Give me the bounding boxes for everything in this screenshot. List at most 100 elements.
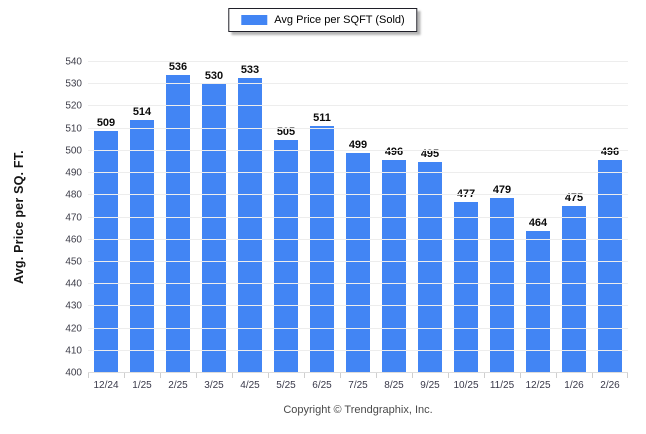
x-tick-label: 12/25	[525, 380, 551, 391]
gridline	[88, 61, 628, 62]
gridline	[88, 172, 628, 174]
bar-6/25	[310, 126, 334, 373]
y-tick-label: 500	[65, 145, 82, 157]
bar-11/25	[490, 198, 514, 373]
plot-area: 509 514 536 530 533 505 511 499 496 495 477 479 464 4…	[88, 61, 628, 373]
bar-value-label: 505	[276, 126, 296, 138]
x-tick-label: 4/25	[240, 380, 260, 391]
x-tick-label: 5/25	[276, 380, 296, 391]
gridline	[88, 127, 628, 129]
x-tick	[340, 373, 341, 378]
bar-1/26	[562, 206, 586, 373]
y-tick-label: 510	[65, 123, 82, 135]
bar-slot: 496	[592, 62, 628, 373]
y-tick-label: 460	[65, 234, 82, 246]
x-tick-label: 1/25	[132, 380, 152, 391]
x-tick	[375, 373, 377, 378]
x-tick-label: 1/26	[564, 380, 584, 391]
x-tick	[196, 373, 197, 378]
x-axis-ticks	[88, 373, 628, 378]
bar-5/25	[274, 140, 298, 373]
bar-slot: 530	[196, 62, 232, 373]
bar-7/25	[346, 153, 370, 373]
bar-2/25	[166, 75, 190, 373]
legend-label: Avg Price per SQFT (Sold)	[274, 14, 405, 26]
copyright-text: Copyright © Trendgraphix, Inc.	[283, 404, 433, 416]
y-tick-label: 470	[65, 212, 82, 223]
y-tick-label: 450	[65, 256, 82, 268]
bar-value-label: 509	[96, 117, 116, 129]
x-tick-label: 2/25	[168, 380, 188, 391]
x-tick	[592, 373, 593, 378]
gridline	[88, 194, 628, 196]
y-tick-label: 400	[65, 367, 82, 379]
bar-8/25	[382, 160, 406, 373]
gridline	[88, 105, 628, 107]
bar-value-label: 514	[132, 106, 152, 118]
x-tick-label: 12/24	[93, 380, 119, 391]
bar-12/25	[526, 231, 550, 373]
bar-10/25	[454, 202, 478, 373]
bar-slot: 475	[556, 62, 592, 373]
y-tick-label: 540	[65, 56, 82, 68]
bar-slot: 514	[124, 62, 160, 373]
y-axis-title: Avg. Price per SQ. FT.	[12, 150, 26, 285]
bar-slot: 536	[160, 62, 196, 373]
gridline	[88, 327, 628, 329]
y-tick-label: 520	[65, 100, 82, 112]
bar-slot: 479	[484, 62, 520, 373]
bar-value-label: 496	[384, 146, 404, 158]
bar-slot: 496	[376, 62, 412, 373]
bar-value-label: 496	[600, 146, 620, 158]
x-tick-label: 11/25	[489, 380, 515, 391]
x-tick	[231, 373, 233, 378]
bar-slot: 533	[232, 62, 268, 373]
x-tick-label: 10/25	[453, 380, 479, 391]
gridline	[88, 238, 628, 240]
bar-value-label: 530	[204, 70, 224, 82]
gridline	[88, 149, 628, 151]
x-tick	[123, 373, 125, 378]
x-tick	[267, 373, 269, 378]
x-tick	[484, 373, 485, 378]
y-tick-label: 530	[65, 78, 82, 90]
y-tick-label: 410	[65, 345, 82, 357]
bar-slot: 505	[268, 62, 304, 373]
x-tick-label: 8/25	[384, 380, 404, 391]
x-tick	[412, 373, 413, 378]
gridline	[88, 305, 628, 307]
legend-swatch-icon	[241, 15, 268, 25]
x-tick	[304, 373, 305, 378]
x-tick	[520, 373, 521, 378]
x-tick-label: 7/25	[348, 380, 368, 391]
legend: Avg Price per SQFT (Sold)	[228, 8, 418, 32]
bar-value-label: 479	[492, 184, 512, 196]
bar-slot: 499	[340, 62, 376, 373]
x-tick	[447, 373, 449, 378]
gridline	[88, 349, 628, 351]
y-tick-label: 430	[65, 300, 82, 312]
x-tick-label: 2/26	[600, 380, 620, 391]
bar-value-label: 464	[528, 217, 548, 229]
x-tick	[88, 373, 89, 378]
bar-value-label: 477	[456, 188, 476, 200]
x-tick-label: 3/25	[204, 380, 224, 391]
x-tick	[555, 373, 557, 378]
gridline	[88, 260, 628, 262]
gridline	[88, 216, 628, 218]
bar-slot: 511	[304, 62, 340, 373]
bar-1/25	[130, 120, 154, 373]
bar-slot: 477	[448, 62, 484, 373]
gridline	[88, 283, 628, 285]
x-tick	[627, 373, 628, 378]
bar-slot: 495	[412, 62, 448, 373]
y-tick-label: 440	[65, 278, 82, 290]
y-tick-label: 420	[65, 323, 82, 335]
bar-12/24	[94, 131, 118, 373]
x-axis-labels: 12/24 1/25 2/25 3/25 4/25 5/25 6/25 7/25 8/25 9/2…	[88, 380, 628, 391]
bar-value-label: 511	[313, 112, 331, 124]
bar-value-label: 499	[348, 139, 368, 151]
x-tick-label: 6/25	[312, 380, 332, 391]
bar-value-label: 495	[420, 148, 440, 160]
